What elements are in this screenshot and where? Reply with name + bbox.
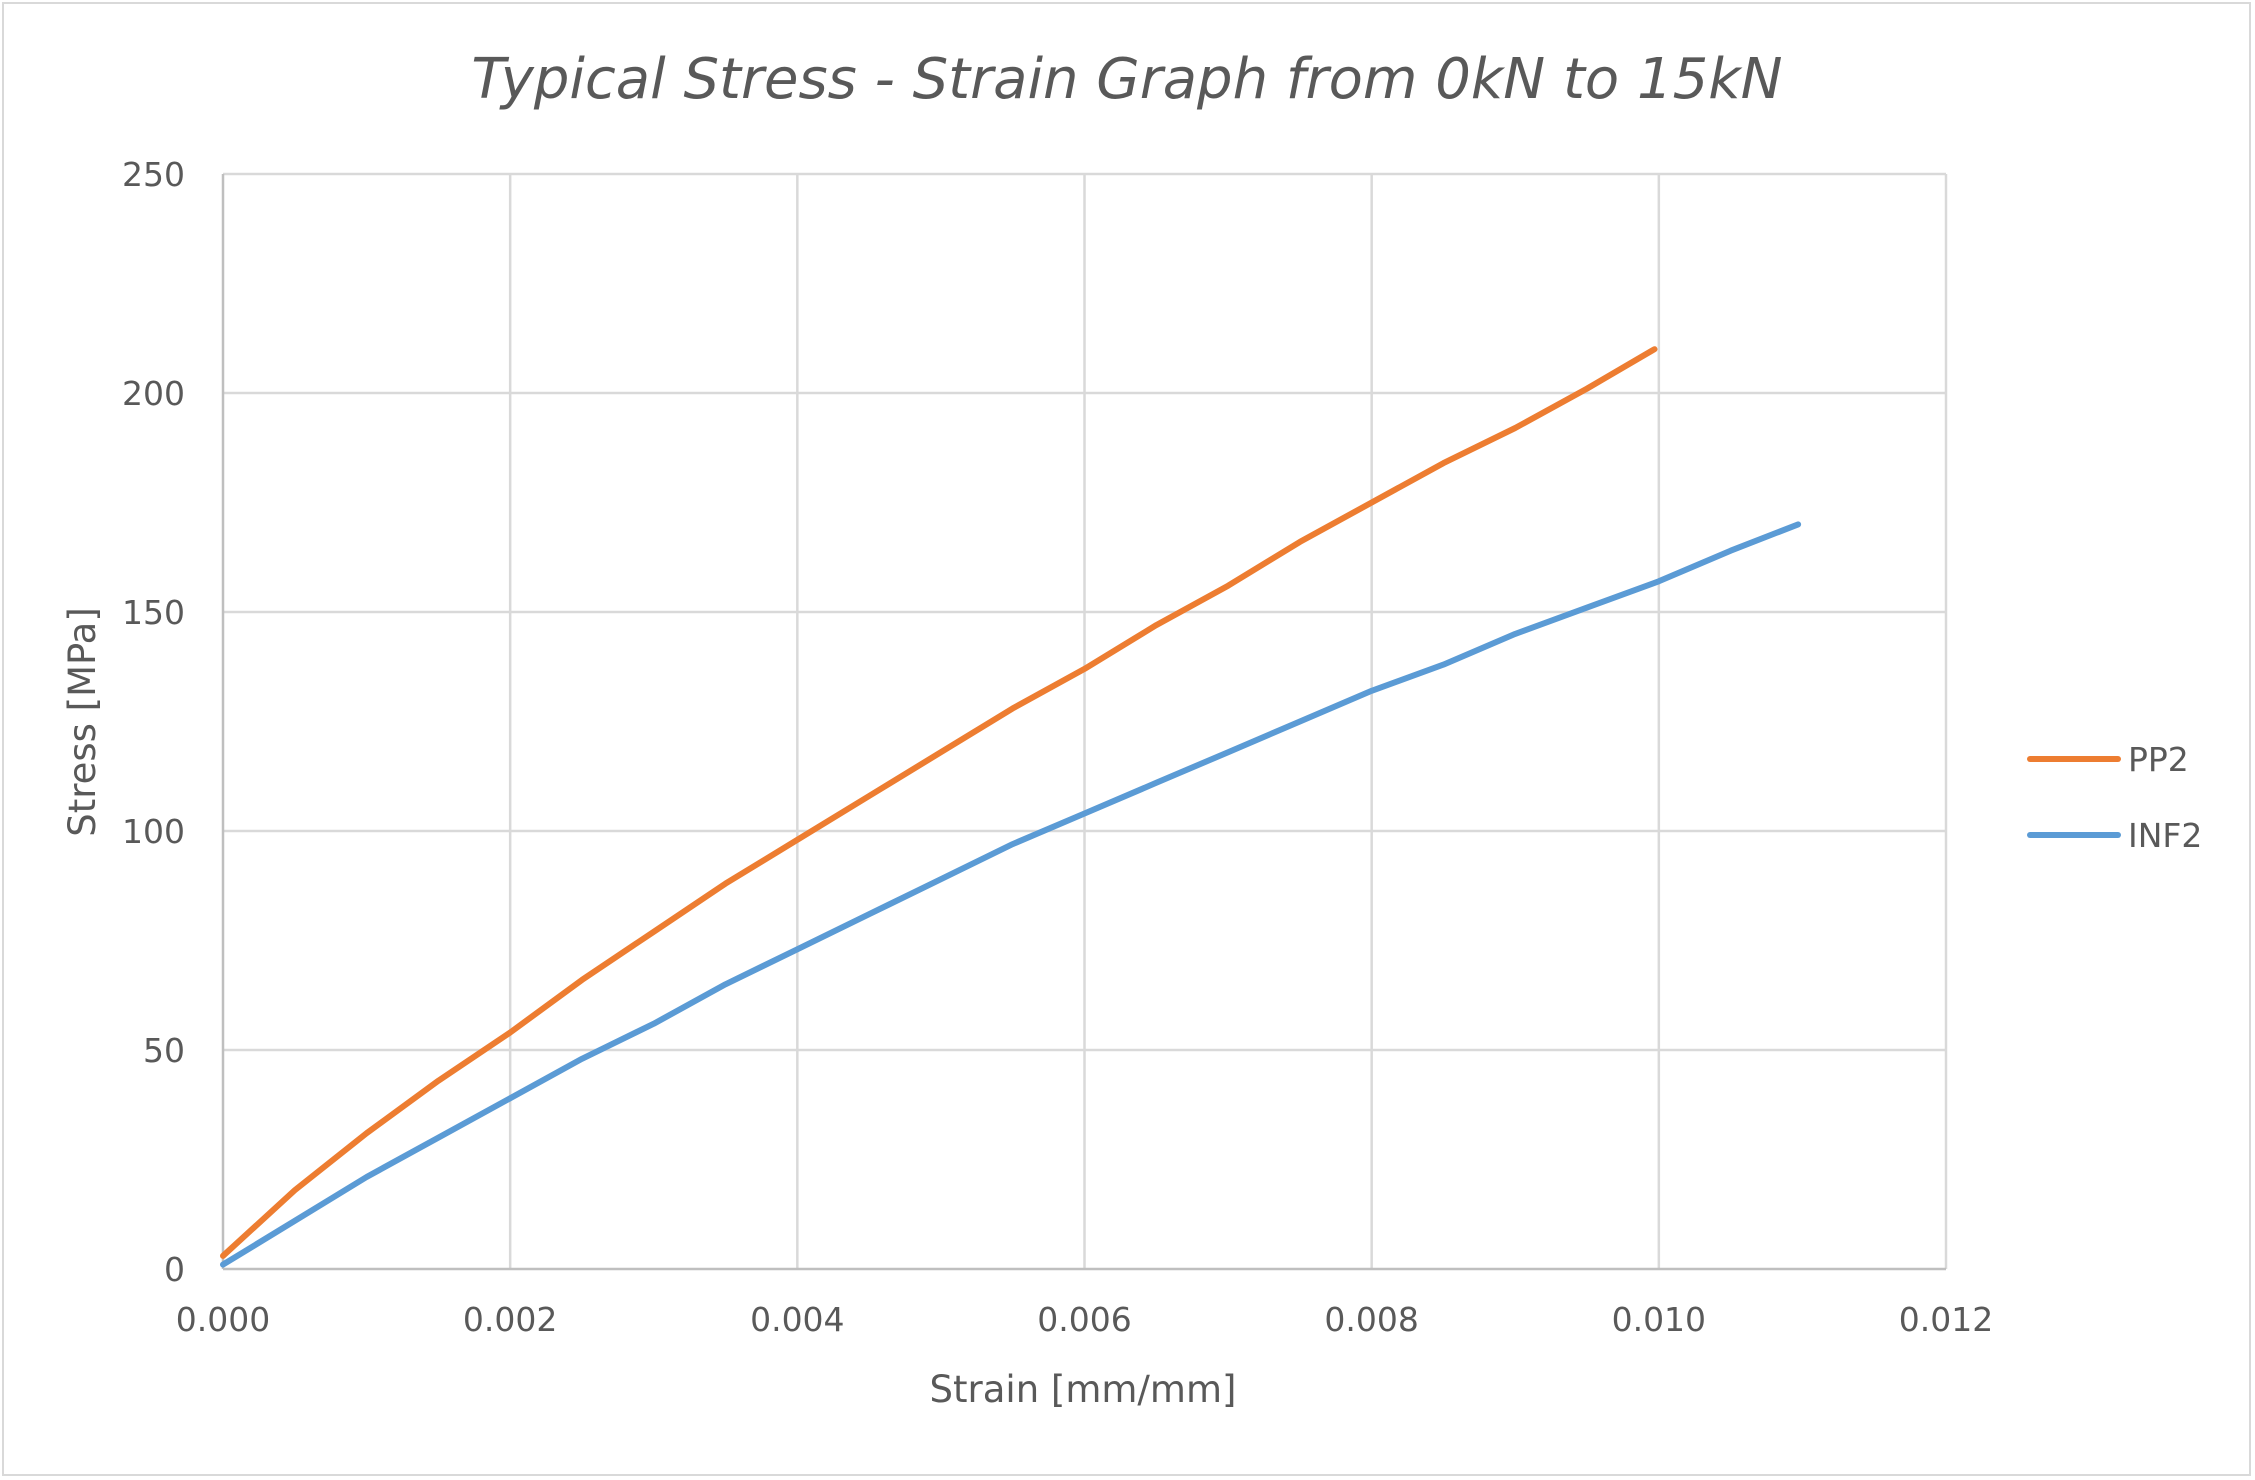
y-tick-label: 150 — [122, 593, 185, 632]
y-tick-label: 250 — [122, 155, 185, 194]
x-tick-label: 0.004 — [750, 1300, 844, 1339]
series-lines — [220, 346, 1802, 1268]
legend-label-pp2: PP2 — [2128, 740, 2189, 779]
axes — [221, 174, 1946, 1271]
y-tick-label: 200 — [122, 374, 185, 413]
series-line-inf2 — [220, 521, 1802, 1268]
x-tick-labels: 0.000 0.002 0.004 0.006 0.008 0.010 0.012 — [176, 1300, 1993, 1339]
x-tick-label: 0.008 — [1324, 1300, 1418, 1339]
y-tick-labels: 0 50 100 150 200 250 — [122, 155, 185, 1289]
x-tick-label: 0.006 — [1037, 1300, 1131, 1339]
y-tick-label: 0 — [164, 1250, 185, 1289]
x-tick-label: 0.012 — [1899, 1300, 1993, 1339]
y-tick-label: 100 — [122, 812, 185, 851]
x-tick-label: 0.010 — [1612, 1300, 1706, 1339]
x-tick-label: 0.000 — [176, 1300, 270, 1339]
grid-lines — [223, 172, 1948, 1269]
chart-title: Typical Stress - Strain Graph from 0kN t… — [471, 47, 1782, 112]
y-tick-label: 50 — [143, 1031, 185, 1070]
legend: PP2 INF2 — [2027, 740, 2202, 855]
legend-label-inf2: INF2 — [2128, 816, 2202, 855]
x-axis-title: Strain [mm/mm] — [930, 1368, 1237, 1411]
x-tick-label: 0.002 — [463, 1300, 557, 1339]
y-axis-title: Stress [MPa] — [61, 607, 104, 837]
series-line-pp2 — [220, 346, 1658, 1259]
